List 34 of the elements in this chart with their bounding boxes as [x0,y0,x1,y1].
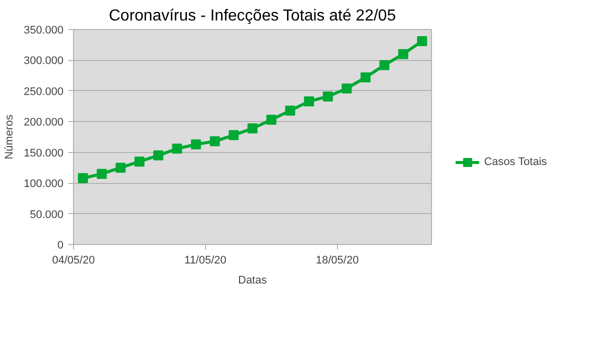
point [153,150,164,160]
legend-label: Casos Totais [484,156,547,168]
y-tick-label: 150.000 [24,147,64,160]
point [134,156,144,167]
point [398,49,408,60]
y-tick-label: 300.000 [24,55,64,68]
point [417,36,428,46]
point [342,83,352,94]
y-tick-label: 50.000 [30,208,64,221]
point [379,60,390,70]
chart-title: Coronavírus - Infecções Totais até 22/05 [108,8,396,24]
point [285,106,296,116]
y-tick-label: 200.000 [24,116,64,129]
point [266,114,276,125]
x-tick-label: 04/05/20 [52,254,95,266]
point [78,173,88,184]
point [304,96,314,106]
point [360,72,371,82]
point [172,144,182,154]
y-tick-label: 350.000 [24,24,64,36]
point [248,123,258,134]
point [116,162,126,173]
y-axis-title: Números [4,114,16,160]
point [322,91,333,102]
point [210,136,220,146]
x-tick-label: 18/05/20 [316,254,359,266]
y-tick-label: 100.000 [24,178,64,190]
point [228,130,239,140]
y-tick-label: 0 [57,240,64,252]
x-tick-label: 11/05/20 [184,254,226,266]
point [96,168,107,179]
x-axis-title: Datas [238,274,268,286]
point [190,139,201,150]
y-tick-label: 250.000 [24,86,64,98]
